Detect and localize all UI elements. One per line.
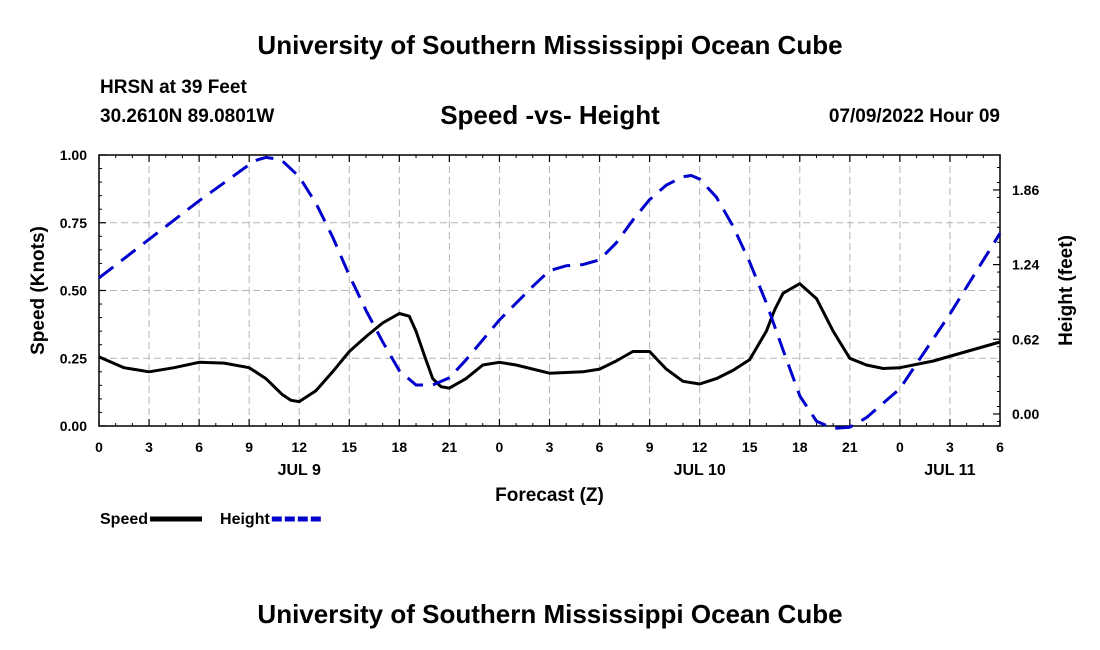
legend: Speed Height — [100, 511, 324, 528]
x-tick-label: 21 — [442, 439, 458, 455]
chart-title: Speed -vs- Height — [440, 100, 660, 130]
x-tick-label: 18 — [792, 439, 808, 455]
y2-tick-label: 0.00 — [1012, 406, 1039, 422]
footer-title: University of Southern Mississippi Ocean… — [257, 599, 843, 629]
day-label: JUL 9 — [278, 462, 321, 479]
series-line-height — [98, 155, 1002, 430]
y2-tick-label: 1.24 — [1012, 257, 1039, 273]
station-label: HRSN at 39 Feet — [100, 77, 247, 98]
x-tick-label: 18 — [392, 439, 408, 455]
legend-label-height: Height — [220, 511, 270, 528]
x-tick-label: 21 — [842, 439, 858, 455]
y-tick-label: 0.25 — [60, 350, 87, 366]
y-tick-label: 0.00 — [60, 418, 87, 434]
series-lines — [98, 155, 1002, 430]
y-tick-label: 0.75 — [60, 215, 87, 231]
day-label: JUL 10 — [674, 462, 726, 479]
day-label: JUL 11 — [924, 462, 975, 479]
x-tick-label: 15 — [341, 439, 357, 455]
y2-axis-title: Height (feet) — [1056, 235, 1077, 346]
series-line-speed — [98, 282, 1001, 404]
coordinates-label: 30.2610N 89.0801W — [100, 106, 275, 127]
datetime-label: 07/09/2022 Hour 09 — [828, 106, 1000, 127]
legend-label-speed: Speed — [100, 511, 148, 528]
x-tick-label: 0 — [95, 439, 103, 455]
axis-ticks — [98, 154, 1001, 427]
x-tick-label: 6 — [596, 439, 604, 455]
x-tick-label: 3 — [546, 439, 554, 455]
x-tick-label: 12 — [692, 439, 708, 455]
x-tick-label: 3 — [946, 439, 954, 455]
x-tick-label: 6 — [195, 439, 203, 455]
axis-labels: 0 3 6 9 12 15 18 21 0 3 6 9 12 15 18 21 0 3 6 0.00 0.25 0.50 0… — [28, 147, 1077, 506]
grid — [99, 155, 1000, 426]
x-tick-label: 15 — [742, 439, 758, 455]
x-tick-label: 12 — [291, 439, 307, 455]
y-tick-label: 0.50 — [60, 283, 87, 299]
x-tick-label: 0 — [496, 439, 504, 455]
x-tick-label: 6 — [996, 439, 1004, 455]
x-tick-label: 9 — [646, 439, 654, 455]
page-title: University of Southern Mississippi Ocean… — [257, 30, 843, 60]
x-axis-title: Forecast (Z) — [495, 485, 604, 506]
y-axis-title: Speed (Knots) — [28, 226, 49, 355]
y-tick-label: 1.00 — [60, 147, 87, 163]
x-tick-label: 3 — [145, 439, 153, 455]
x-tick-label: 9 — [245, 439, 253, 455]
y2-tick-label: 0.62 — [1012, 331, 1039, 347]
x-tick-label: 0 — [896, 439, 904, 455]
y2-tick-label: 1.86 — [1012, 182, 1039, 198]
